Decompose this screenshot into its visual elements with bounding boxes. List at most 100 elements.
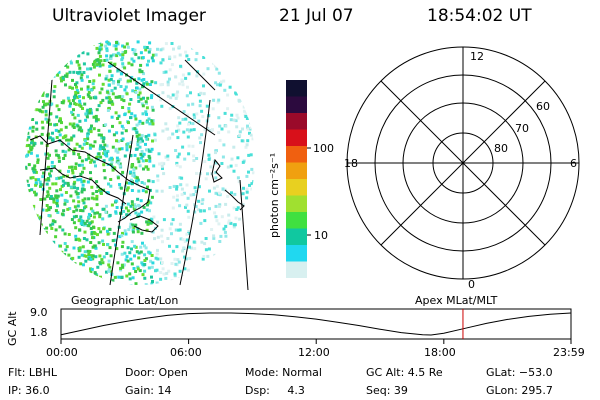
emission-pixel <box>131 276 135 280</box>
emission-pixel <box>64 74 67 78</box>
emission-pixel <box>29 145 33 149</box>
emission-pixel <box>218 193 222 197</box>
emission-pixel <box>189 91 192 95</box>
emission-pixel <box>217 116 221 120</box>
emission-pixel <box>49 112 53 116</box>
emission-pixel <box>117 275 121 279</box>
emission-pixel <box>20 58 23 61</box>
emission-pixel <box>148 83 152 86</box>
emission-pixel <box>58 49 62 52</box>
emission-pixel <box>242 44 246 48</box>
emission-pixel <box>110 203 114 207</box>
emission-pixel <box>186 209 190 213</box>
emission-pixel <box>88 111 92 115</box>
emission-pixel <box>159 98 163 102</box>
emission-pixel <box>82 274 85 278</box>
emission-pixel <box>79 178 83 182</box>
emission-pixel <box>248 183 251 187</box>
emission-pixel <box>199 279 203 283</box>
emission-pixel <box>133 114 137 118</box>
emission-pixel <box>201 198 205 202</box>
emission-pixel <box>135 134 139 138</box>
emission-pixel <box>61 149 65 153</box>
emission-pixel <box>54 72 58 76</box>
emission-pixel <box>38 268 42 272</box>
emission-pixel <box>215 149 218 153</box>
emission-pixel <box>35 65 39 69</box>
emission-pixel <box>174 228 178 232</box>
emission-pixel <box>88 277 92 281</box>
emission-pixel <box>121 56 125 60</box>
emission-pixel <box>22 104 25 107</box>
emission-pixel <box>105 54 109 58</box>
emission-pixel <box>58 65 62 69</box>
emission-pixel <box>60 250 64 254</box>
emission-pixel <box>235 113 239 117</box>
emission-pixel <box>125 213 129 217</box>
emission-pixel <box>134 117 138 121</box>
emission-pixel <box>98 91 102 95</box>
emission-pixel <box>21 44 24 47</box>
emission-pixel <box>62 183 65 187</box>
emission-pixel <box>197 208 201 212</box>
emission-pixel <box>247 170 250 174</box>
emission-pixel <box>212 61 215 65</box>
emission-pixel <box>188 130 191 133</box>
latitude-line <box>107 61 216 136</box>
emission-pixel <box>194 190 198 193</box>
emission-pixel <box>183 240 187 243</box>
emission-pixel <box>51 62 55 66</box>
emission-pixel <box>56 275 60 279</box>
emission-pixel <box>227 130 231 134</box>
emission-pixel <box>168 107 172 111</box>
emission-pixel <box>105 49 109 53</box>
emission-pixel <box>143 259 147 262</box>
gc-alt-status: GC Alt: 4.5 Re <box>366 366 443 379</box>
emission-pixel <box>168 244 171 248</box>
emission-pixel <box>73 205 77 209</box>
emission-pixel <box>55 189 59 193</box>
emission-pixel <box>77 54 81 58</box>
emission-pixel <box>81 183 85 187</box>
emission-pixel <box>244 61 248 65</box>
emission-pixel <box>161 240 164 244</box>
emission-pixel <box>215 67 219 71</box>
emission-pixel <box>132 226 136 230</box>
emission-pixel <box>139 156 143 160</box>
emission-pixel <box>164 42 168 46</box>
emission-pixel <box>118 147 122 151</box>
emission-pixel <box>234 65 238 69</box>
emission-pixel <box>212 234 216 238</box>
emission-pixel <box>25 100 26 104</box>
emission-pixel <box>31 256 35 260</box>
emission-pixel <box>121 202 125 206</box>
emission-pixel <box>143 263 147 266</box>
emission-pixel <box>156 257 160 261</box>
emission-pixel <box>98 213 102 217</box>
emission-pixel <box>230 64 234 68</box>
emission-pixel <box>147 154 151 158</box>
emission-pixel <box>121 137 125 141</box>
emission-pixel <box>150 282 154 285</box>
emission-pixel <box>38 180 42 184</box>
emission-pixel <box>57 129 61 133</box>
emission-pixel <box>182 246 186 250</box>
emission-pixel <box>78 47 81 51</box>
emission-pixel <box>100 136 104 140</box>
emission-pixel <box>80 163 84 167</box>
emission-pixel <box>254 189 255 192</box>
emission-pixel <box>64 50 68 54</box>
geographic-image-panel <box>20 40 255 290</box>
emission-pixel <box>164 70 168 74</box>
emission-pixel <box>55 69 59 73</box>
emission-pixel <box>116 51 120 55</box>
emission-pixel <box>65 138 69 142</box>
emission-pixel <box>83 230 87 234</box>
emission-pixel <box>159 257 163 261</box>
emission-pixel <box>140 102 144 106</box>
emission-pixel <box>50 160 54 164</box>
emission-pixel <box>142 288 145 290</box>
emission-pixel <box>157 94 161 98</box>
emission-pixel <box>64 125 68 129</box>
emission-pixel <box>125 181 129 185</box>
